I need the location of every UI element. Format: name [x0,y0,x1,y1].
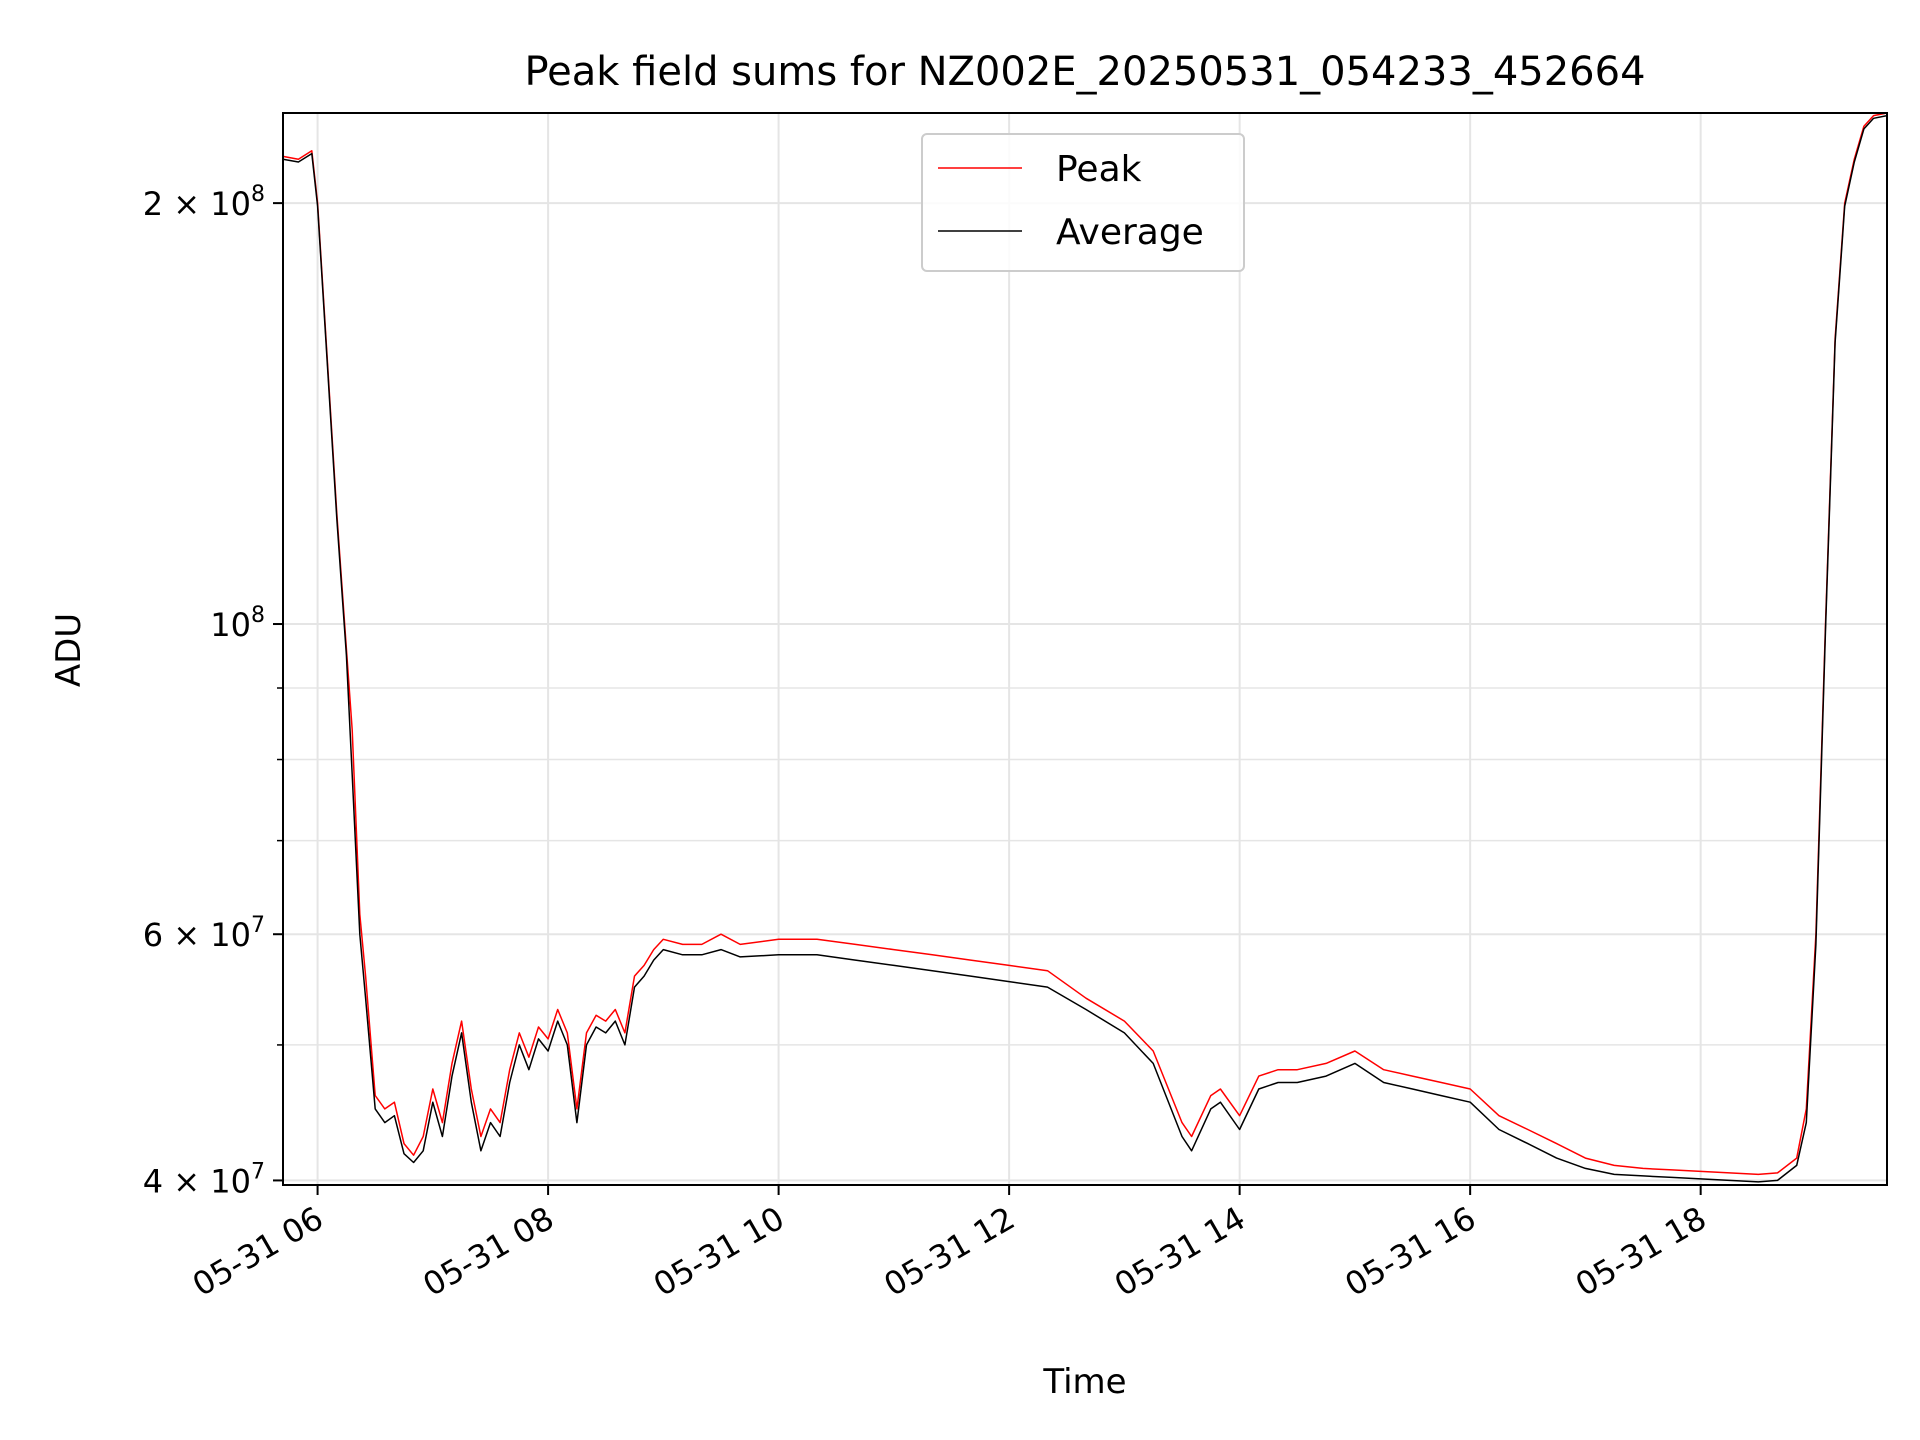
y-axis-label: ADU [49,613,89,687]
x-axis-label: Time [1042,1362,1126,1402]
series-line-peak [282,112,1888,1176]
plot-frame [282,112,1888,1186]
series-line-average [282,114,1888,1183]
y-tick-label: 108 [210,603,265,644]
y-tick-label: 4 × 107 [143,1159,265,1200]
chart-title: Peak field sums for NZ002E_20250531_0542… [524,49,1645,95]
legend: Peak Average [921,133,1245,272]
legend-label-peak: Peak [1056,149,1142,190]
series-layer [282,112,1888,1183]
y-tick-label: 2 × 108 [143,182,265,223]
y-tick-label: 6 × 107 [143,913,265,954]
legend-label-average: Average [1056,212,1204,253]
